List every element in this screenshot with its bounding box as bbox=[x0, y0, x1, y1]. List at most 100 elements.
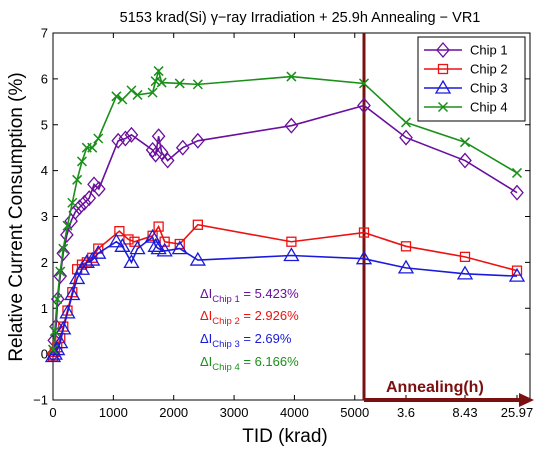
data-point bbox=[55, 320, 72, 335]
x-tick-label: 3000 bbox=[220, 405, 249, 420]
data-point bbox=[124, 126, 139, 143]
data-point bbox=[171, 240, 188, 255]
data-point bbox=[511, 167, 523, 178]
legend-entry: Chip 2 bbox=[470, 62, 508, 77]
delta-annotation: ΔIChip 4 = 6.166% bbox=[200, 354, 299, 373]
data-point bbox=[434, 79, 452, 94]
data-point bbox=[60, 226, 74, 243]
delta-annotation: ΔIChip 1 = 5.423% bbox=[200, 286, 299, 305]
x-tick-label: 2000 bbox=[159, 405, 188, 420]
data-point bbox=[400, 117, 412, 128]
legend-entry: Chip 1 bbox=[470, 43, 508, 58]
data-point bbox=[55, 266, 66, 277]
delta-annotation: ΔIChip 3 = 2.69% bbox=[200, 331, 292, 350]
data-point bbox=[111, 132, 126, 149]
x-tick-label: 0 bbox=[49, 405, 56, 420]
x-tick-label: 4000 bbox=[280, 405, 309, 420]
data-point bbox=[64, 286, 81, 301]
chart-title: 5153 krad(Si) γ−ray Irradiation + 25.9h … bbox=[120, 10, 481, 26]
annealing-tick-label: 25.97 bbox=[501, 405, 534, 420]
legend-entry: Chip 4 bbox=[470, 100, 508, 115]
data-point bbox=[82, 190, 97, 207]
data-point bbox=[159, 236, 170, 247]
data-point bbox=[156, 77, 167, 88]
data-point bbox=[93, 133, 104, 144]
annealing-tick-label: 8.43 bbox=[452, 405, 477, 420]
data-point bbox=[117, 94, 128, 105]
data-point bbox=[114, 226, 125, 237]
data-point bbox=[458, 152, 472, 169]
data-point bbox=[358, 78, 370, 89]
data-point bbox=[153, 221, 164, 232]
data-point bbox=[87, 142, 98, 153]
data-point bbox=[147, 238, 164, 252]
x-tick-label: 5000 bbox=[340, 405, 369, 420]
data-point bbox=[76, 156, 87, 167]
data-point bbox=[456, 265, 474, 280]
y-tick-label: 0 bbox=[41, 347, 48, 362]
data-point bbox=[175, 139, 190, 156]
data-point bbox=[154, 144, 169, 161]
data-point bbox=[399, 129, 413, 146]
data-point bbox=[118, 130, 133, 147]
y-tick-label: 3 bbox=[41, 209, 48, 224]
y-tick-label: −1 bbox=[33, 393, 48, 408]
data-point bbox=[132, 89, 143, 100]
data-point bbox=[511, 265, 523, 276]
data-point bbox=[192, 79, 203, 90]
data-point bbox=[47, 344, 59, 355]
data-point bbox=[77, 194, 92, 211]
data-point bbox=[145, 141, 160, 158]
data-point bbox=[56, 245, 71, 262]
data-point bbox=[108, 233, 125, 248]
data-point bbox=[437, 63, 449, 75]
data-point bbox=[129, 240, 146, 255]
x-tick-label: 1000 bbox=[99, 405, 128, 420]
data-point bbox=[151, 128, 166, 145]
data-point bbox=[284, 117, 299, 134]
data-point bbox=[192, 219, 203, 230]
data-point bbox=[59, 304, 76, 319]
data-point bbox=[150, 76, 161, 87]
data-point bbox=[436, 42, 450, 58]
data-point bbox=[58, 243, 69, 254]
x-axis-label: TID (krad) bbox=[242, 426, 328, 447]
y-tick-label: 4 bbox=[41, 163, 48, 178]
data-point bbox=[459, 137, 471, 148]
y-tick-label: 7 bbox=[41, 26, 48, 41]
y-tick-label: 5 bbox=[41, 117, 48, 132]
data-point bbox=[510, 184, 524, 201]
data-point bbox=[283, 247, 300, 262]
legend-entry: Chip 3 bbox=[470, 81, 508, 96]
data-point bbox=[90, 244, 107, 259]
data-point bbox=[53, 268, 68, 285]
data-point bbox=[156, 242, 173, 257]
data-point bbox=[355, 250, 373, 265]
data-point bbox=[160, 152, 175, 169]
data-point bbox=[49, 326, 60, 337]
data-point bbox=[73, 260, 91, 275]
data-point bbox=[62, 220, 73, 231]
data-point bbox=[400, 241, 412, 252]
data-point bbox=[72, 174, 83, 185]
data-point bbox=[189, 251, 206, 266]
data-point bbox=[286, 71, 297, 82]
data-point bbox=[459, 251, 471, 263]
data-point bbox=[111, 91, 122, 102]
data-point bbox=[437, 101, 449, 113]
data-point bbox=[147, 87, 158, 98]
data-point bbox=[286, 236, 297, 247]
data-point bbox=[123, 234, 134, 245]
y-tick-label: 2 bbox=[41, 255, 48, 270]
data-point bbox=[358, 227, 370, 238]
annealing-tick-label: 3.6 bbox=[397, 405, 415, 420]
data-point bbox=[397, 259, 415, 274]
y-tick-label: 6 bbox=[41, 71, 48, 86]
data-point bbox=[52, 334, 69, 349]
data-point bbox=[69, 270, 86, 285]
data-point bbox=[123, 254, 140, 269]
annealing-arrow-head bbox=[519, 393, 534, 407]
data-point bbox=[357, 97, 371, 114]
